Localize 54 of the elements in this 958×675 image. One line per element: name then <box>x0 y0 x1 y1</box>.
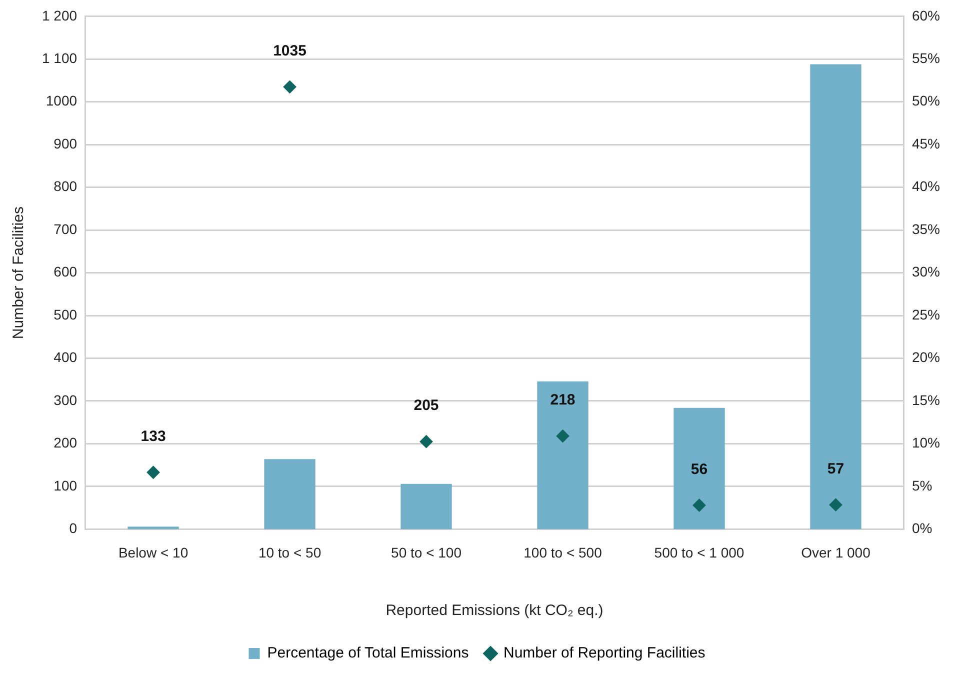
x-tick-label: 500 to < 1 000 <box>654 544 744 560</box>
y2-tick-label: 35% <box>912 220 940 237</box>
y-tick-label: 900 <box>54 135 78 152</box>
point <box>283 80 296 94</box>
y2-tick-label: 50% <box>912 92 940 109</box>
data-label: 1035 <box>273 42 306 60</box>
point <box>420 435 433 448</box>
legend-label: Percentage of Total Emissions <box>267 644 469 662</box>
point <box>556 430 570 443</box>
y-tick-label: 1 100 <box>42 50 78 66</box>
point <box>829 498 842 512</box>
bar <box>537 381 588 530</box>
y2-tick-label: 20% <box>912 349 940 366</box>
point <box>692 498 706 512</box>
x-tick-label: 100 to < 500 <box>524 544 602 560</box>
y-axis-title: Number of Facilities <box>10 206 28 340</box>
y-tick-label: 0 <box>69 520 78 536</box>
bar <box>128 526 179 530</box>
bar <box>400 484 452 530</box>
y2-tick-label: 25% <box>912 306 940 322</box>
x-tick-label: 50 to < 100 <box>391 544 462 560</box>
y-tick-label: 100 <box>54 477 78 494</box>
data-label: 57 <box>827 460 844 478</box>
y2-tick-label: 55% <box>912 50 940 66</box>
y2-tick-label: 5% <box>912 477 932 494</box>
y2-tick-label: 30% <box>912 264 940 280</box>
y2-tick-label: 0% <box>912 520 932 536</box>
x-tick-label: 10 to < 50 <box>258 544 322 560</box>
y-tick-label: 800 <box>54 178 78 194</box>
x-axis-title: Reported Emissions (kt CO₂ eq.) <box>386 602 604 620</box>
y2-tick-label: 10% <box>912 434 940 451</box>
data-label: 218 <box>550 392 576 409</box>
y-tick-label: 200 <box>54 434 78 451</box>
legend-label: Number of Reporting Facilities <box>504 644 706 662</box>
y-tick-label: 300 <box>54 392 78 408</box>
y2-tick-label: 40% <box>912 178 940 194</box>
point <box>146 466 160 479</box>
y2-tick-label: 45% <box>912 135 940 152</box>
y-tick-label: 600 <box>54 264 78 280</box>
y-tick-label: 1 200 <box>42 7 78 24</box>
y2-tick-label: 15% <box>912 392 940 408</box>
bar <box>264 459 316 530</box>
data-label: 205 <box>414 397 439 414</box>
bar <box>810 64 862 530</box>
y-tick-label: 400 <box>54 349 78 366</box>
y2-tick-label: 60% <box>912 7 940 24</box>
data-label: 56 <box>690 460 708 478</box>
data-label: 133 <box>140 428 166 446</box>
y-tick-label: 700 <box>54 220 78 237</box>
y-tick-label: 1000 <box>46 92 78 109</box>
bar <box>674 408 725 530</box>
x-tick-label: Below < 10 <box>118 544 188 560</box>
x-tick-label: Over 1 000 <box>801 544 871 560</box>
y-tick-label: 500 <box>54 306 78 322</box>
